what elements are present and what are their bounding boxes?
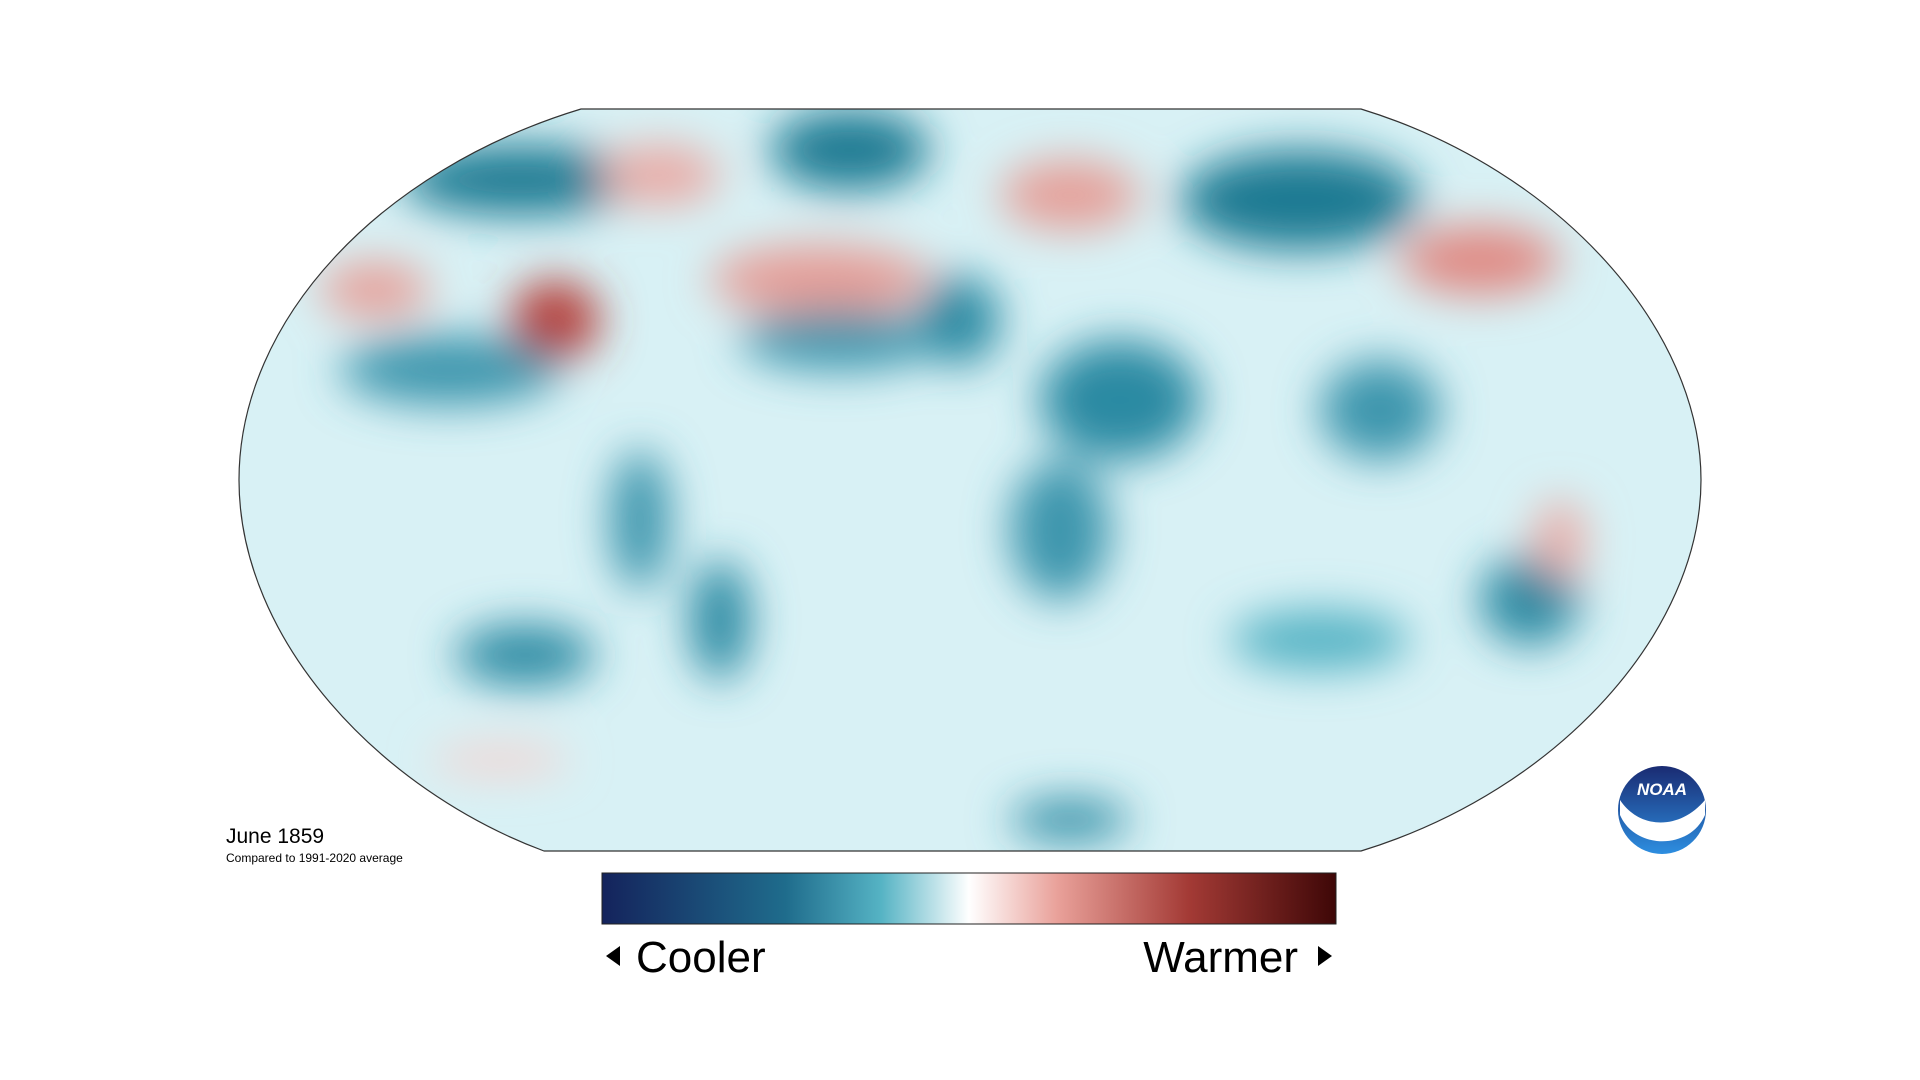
anomaly-field: [320, 110, 1585, 840]
legend-low-label: Cooler: [636, 933, 766, 982]
map-outline: [238, 108, 1702, 852]
legend-high-label: Warmer: [1143, 933, 1298, 982]
map-subtitle: Compared to 1991-2020 average: [226, 851, 403, 865]
color-scale: [601, 872, 1337, 925]
map-title: June 1859: [226, 825, 324, 848]
noaa-logo: NOAA: [1618, 766, 1706, 854]
anomaly-map: [239, 109, 1701, 851]
warmer-arrow: [1318, 946, 1332, 966]
cooler-arrow: [606, 946, 620, 966]
logo-text: NOAA: [1637, 780, 1687, 799]
